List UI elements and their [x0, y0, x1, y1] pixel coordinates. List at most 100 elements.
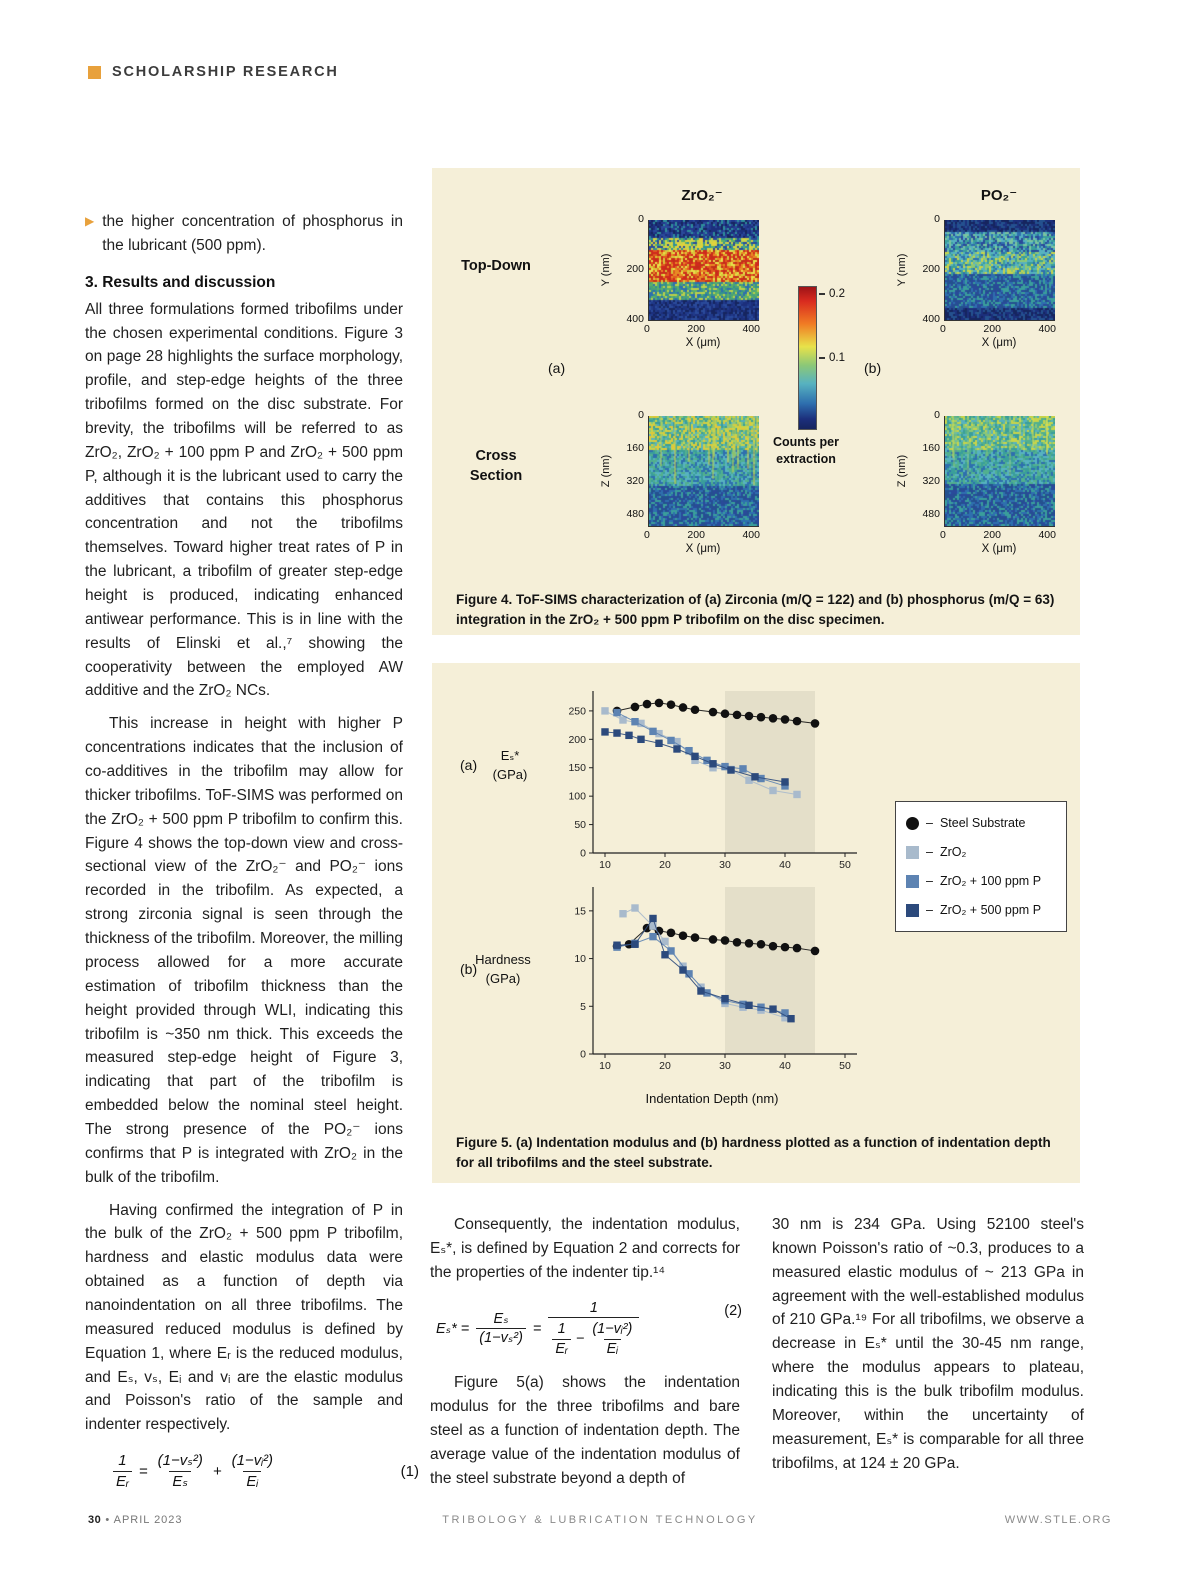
x-tick: 400 — [1038, 529, 1056, 541]
data-point — [667, 700, 676, 709]
y-tick-label: 50 — [574, 819, 586, 831]
numerator: Eₛ — [491, 1310, 512, 1329]
data-point — [787, 1015, 794, 1022]
y-tick: 320 — [614, 475, 644, 487]
data-point — [691, 753, 698, 760]
row-label-topdown: Top-Down — [448, 256, 544, 276]
legend-square-marker-icon — [906, 904, 919, 917]
fraction: Eₛ (1−vₛ²) — [476, 1310, 526, 1349]
x-tick: 200 — [687, 529, 705, 541]
data-point — [679, 931, 688, 940]
y-tick-label: 200 — [568, 734, 586, 746]
data-point — [757, 713, 766, 722]
fraction: (1−vᵢ²) Eᵢ — [229, 1451, 276, 1491]
x-tick: 0 — [644, 323, 650, 335]
data-point — [721, 995, 728, 1002]
legend-item: – ZrO₂ + 100 ppm P — [906, 874, 1056, 888]
legend-dash: – — [926, 903, 933, 917]
paragraph: This increase in height with higher P co… — [85, 712, 403, 1189]
chart-legend: – Steel Substrate – ZrO₂ – ZrO₂ + 100 ppm P – Z… — [895, 801, 1067, 932]
fraction: (1−vₛ²) Eₛ — [155, 1451, 206, 1491]
y-tick-label: 0 — [580, 1049, 586, 1061]
colorbar-label: Counts per extraction — [748, 434, 864, 468]
x-tick: 200 — [687, 323, 705, 335]
data-point — [781, 715, 790, 724]
fraction: 1 Eᵣ — [113, 1451, 132, 1491]
figure5-caption-text: (a) Indentation modulus and (b) hardness… — [456, 1135, 1051, 1171]
paragraph: Figure 5(a) shows the indentation modulu… — [430, 1371, 740, 1490]
data-point — [733, 711, 742, 720]
fraction: 1 Eᵣ — [552, 1320, 570, 1359]
data-point — [781, 943, 790, 952]
data-point — [643, 700, 652, 709]
legend-label: ZrO₂ + 500 ppm P — [940, 903, 1041, 917]
equals-sign: = — [533, 1321, 541, 1337]
data-point — [769, 787, 776, 794]
colorbar-tick-value: 0.1 — [829, 352, 845, 364]
x-ticks: 0 200 400 — [940, 323, 1056, 335]
x-ticks: 0 200 400 — [644, 529, 760, 541]
data-point — [655, 740, 662, 747]
data-point — [649, 933, 656, 940]
tofsims-image — [648, 416, 759, 527]
section-heading: 3. Results and discussion — [85, 274, 403, 292]
denominator: Eᵢ — [243, 1471, 261, 1492]
footer-left: 30 • APRIL 2023 — [88, 1514, 183, 1526]
equation-lhs: Eₛ* = — [436, 1321, 469, 1337]
colorbar-tick: 0.1 — [819, 352, 845, 364]
y-tick: 200 — [910, 263, 940, 275]
x-tick: 400 — [742, 529, 760, 541]
data-point — [601, 728, 608, 735]
y-tick-label: 150 — [568, 762, 586, 774]
paragraph: All three formulations formed tribofilms… — [85, 298, 403, 704]
data-point — [745, 939, 754, 948]
data-point — [811, 947, 820, 956]
x-ticks: 0 200 400 — [940, 529, 1056, 541]
data-point — [631, 941, 638, 948]
data-point — [745, 1002, 752, 1009]
x-tick: 0 — [644, 529, 650, 541]
data-point — [709, 760, 716, 767]
data-point — [727, 766, 734, 773]
equation-number: (2) — [724, 1303, 742, 1319]
legend-label: ZrO₂ — [940, 845, 966, 859]
data-point — [601, 707, 608, 714]
sub-label-a: (a) — [548, 360, 565, 376]
fraction: (1−vᵢ²) Eᵢ — [589, 1320, 635, 1359]
legend-item: – Steel Substrate — [906, 816, 1056, 830]
column-title-zro2: ZrO₂⁻ — [622, 186, 782, 204]
x-axis-label: X (μm) — [648, 337, 758, 349]
y-tick: 0 — [614, 213, 644, 225]
section-marker-square-icon — [88, 66, 101, 79]
figure5-caption-lead: Figure 5. — [456, 1135, 512, 1150]
equation-number: (1) — [401, 1463, 419, 1480]
left-column: ▶ the higher concentration of phosphorus… — [85, 210, 403, 1503]
legend-item: – ZrO₂ — [906, 845, 1056, 859]
numerator: 1 — [555, 1320, 569, 1339]
legend-item: – ZrO₂ + 500 ppm P — [906, 903, 1056, 917]
colorbar-tick-value: 0.2 — [829, 288, 845, 300]
x-tick-label: 20 — [659, 1060, 671, 1072]
bullet-text: the higher concentration of phosphorus i… — [102, 210, 403, 258]
x-tick: 400 — [742, 323, 760, 335]
section-masthead: SCHOLARSHIP RESEARCH — [88, 64, 339, 80]
legend-dash: – — [926, 874, 933, 888]
middle-column: Consequently, the indentation modulus, E… — [430, 1213, 740, 1499]
footer-separator: • — [105, 1514, 110, 1526]
equals-sign: = — [139, 1463, 148, 1480]
data-point — [745, 712, 754, 721]
hardness-chart: 05101510 20 30 40 50 — [557, 879, 867, 1074]
data-point — [769, 714, 778, 723]
paragraph: Consequently, the indentation modulus, E… — [430, 1213, 740, 1285]
bullet-arrow-icon: ▶ — [85, 210, 94, 258]
figure4-panel: ZrO₂⁻ PO₂⁻ Top-Down Cross Section (a) (b… — [432, 168, 1080, 635]
y-tick: 0 — [910, 213, 940, 225]
sub-label-b: (b) — [864, 360, 881, 376]
hardness-y-axis-label: Hardness (GPa) — [470, 951, 536, 989]
y-axis-label-line: (GPa) — [484, 766, 536, 785]
y-axis-label-line: Hardness — [470, 951, 536, 970]
legend-square-marker-icon — [906, 875, 919, 888]
x-axis-label: X (μm) — [648, 543, 758, 555]
figure4-caption-text: ToF-SIMS characterization of (a) Zirconi… — [456, 592, 1054, 628]
tofsims-image — [944, 220, 1055, 321]
